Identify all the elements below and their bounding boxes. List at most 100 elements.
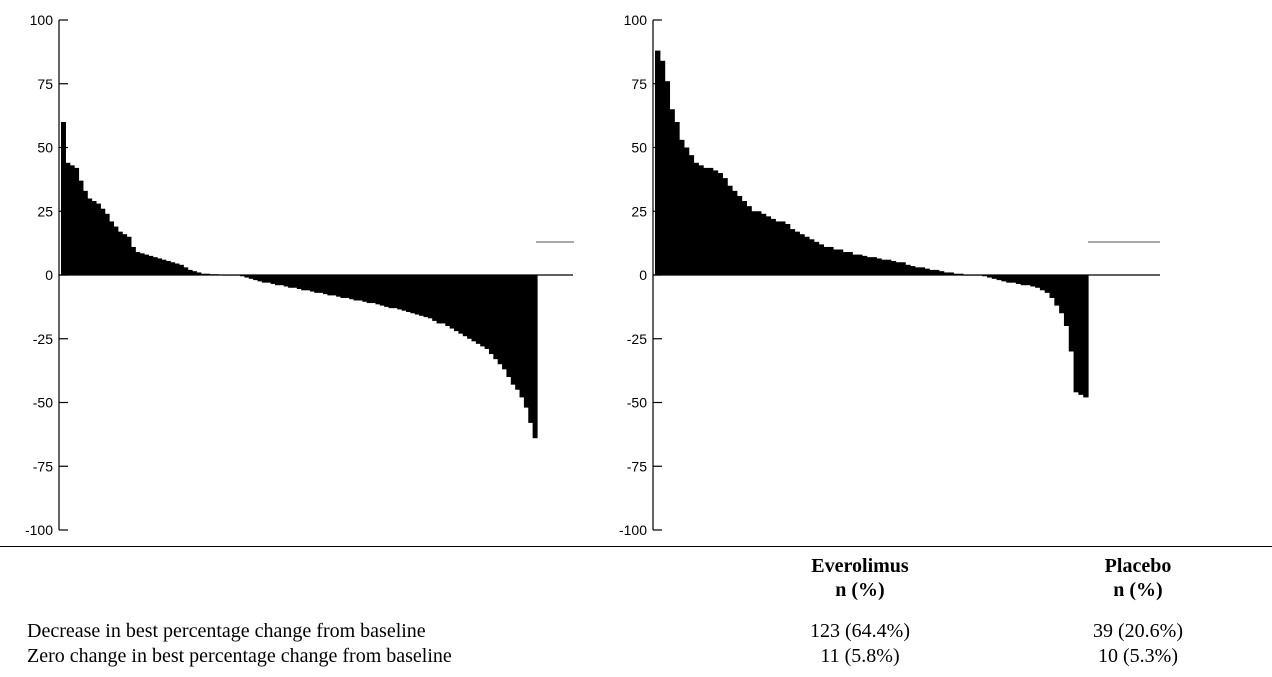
everolimus-bar [515, 275, 521, 390]
placebo-bar [1001, 275, 1007, 282]
placebo-bar [703, 167, 709, 275]
everolimus-bar [366, 275, 372, 304]
placebo-bar [683, 147, 690, 275]
everolimus-bar [170, 262, 176, 275]
everolimus-bar [493, 275, 499, 360]
placebo-bar [948, 272, 954, 275]
everolimus-bar [104, 213, 110, 275]
placebo-bar [833, 249, 839, 275]
placebo-bar [688, 155, 695, 275]
everolimus-bar [309, 275, 315, 292]
everolimus-bar [471, 275, 477, 342]
placebo-bar [1006, 275, 1012, 283]
placebo-bar [727, 185, 733, 275]
placebo-bar [669, 109, 675, 275]
everolimus-header-title: Everolimus [811, 555, 909, 577]
everolimus-bar [109, 221, 115, 275]
everolimus-bar [497, 275, 503, 365]
everolimus-bar [157, 258, 163, 275]
everolimus-bar [331, 275, 337, 296]
everolimus-bar [117, 231, 123, 275]
placebo-bar [890, 260, 897, 275]
placebo-bar [775, 221, 781, 275]
everolimus-bar [261, 275, 267, 283]
placebo-bar [746, 206, 752, 275]
placebo-bar [722, 178, 728, 275]
placebo-bar [881, 259, 887, 275]
placebo-bar [1025, 275, 1031, 286]
everolimus-bar [135, 252, 141, 275]
everolimus-bar [336, 275, 342, 297]
placebo-bar [934, 269, 940, 275]
placebo-y-tick-label: 25 [631, 203, 647, 219]
placebo-bar [751, 211, 757, 275]
everolimus-bar [323, 275, 328, 295]
everolimus-bar [122, 234, 128, 275]
everolimus-bar [78, 180, 84, 275]
everolimus-bar [440, 275, 446, 324]
placebo-bar [808, 239, 815, 275]
placebo-bar [943, 272, 950, 275]
everolimus-bar [344, 275, 350, 298]
placebo-bar [919, 267, 926, 275]
placebo-bar [674, 122, 680, 275]
placebo-bar [655, 50, 661, 275]
placebo-bar [958, 273, 964, 275]
everolimus-bar [379, 275, 385, 306]
placebo-bar [789, 229, 796, 275]
placebo-bar [900, 262, 906, 275]
waterfall-charts: 100 75 50 25 0 -25 -50 -75 -100 100 75 50 25 0 -25 -50… [25, 12, 1160, 538]
placebo-y-tick-label: -100 [619, 522, 647, 538]
everolimus-bar [488, 275, 494, 355]
everolimus-bar [148, 255, 154, 276]
everolimus-y-tick-label: 75 [37, 76, 53, 92]
placebo-y-tick-label: 100 [624, 12, 648, 28]
placebo-bar [885, 259, 892, 275]
everolimus-bar [87, 198, 93, 275]
placebo-bar [712, 170, 719, 275]
placebo-bar [996, 275, 1002, 281]
everolimus-bar [139, 253, 145, 275]
everolimus-bar [292, 275, 298, 288]
everolimus-bar [200, 273, 206, 275]
everolimus-bar [392, 275, 398, 309]
everolimus-y-tick-label: 0 [45, 267, 53, 283]
everolimus-bar [502, 275, 508, 370]
placebo-bar [1030, 275, 1036, 287]
placebo-y-tick-label: 0 [639, 267, 647, 283]
placebo-bar [1073, 275, 1079, 393]
placebo-bar [693, 162, 699, 275]
everolimus-bar [253, 275, 259, 281]
everolimus-bar [174, 263, 180, 275]
placebo-bar [736, 195, 743, 275]
everolimus-bar [432, 275, 438, 321]
placebo-bar [986, 275, 993, 278]
placebo-y-tick-label: -75 [627, 458, 647, 474]
everolimus-bar [353, 275, 359, 301]
everolimus-bar [205, 273, 211, 275]
placebo-bar [1063, 275, 1070, 326]
everolimus-bar [196, 272, 202, 275]
everolimus-bar [414, 275, 420, 315]
placebo-bar [765, 216, 772, 275]
everolimus-bar [65, 162, 71, 275]
everolimus-bar [270, 275, 276, 284]
placebo-bar [953, 273, 959, 275]
everolimus-bar [445, 275, 451, 326]
placebo-bar [866, 257, 873, 275]
everolimus-bar [82, 190, 88, 275]
everolimus-column-header: Everolimus n (%) [770, 554, 950, 602]
everolimus-header-unit: n (%) [835, 579, 885, 601]
placebo-bar [1049, 275, 1055, 298]
everolimus-bar [410, 275, 416, 314]
placebo-bar [731, 190, 738, 275]
placebo-bar [1015, 275, 1022, 284]
everolimus-bar [61, 122, 66, 275]
placebo-bar [924, 268, 930, 276]
everolimus-bar [95, 203, 101, 275]
everolimus-bar [484, 275, 490, 349]
everolimus-bar [462, 275, 468, 337]
everolimus-bar [327, 275, 333, 296]
everolimus-bar [161, 259, 167, 275]
placebo-column-header: Placebo n (%) [1048, 554, 1228, 602]
